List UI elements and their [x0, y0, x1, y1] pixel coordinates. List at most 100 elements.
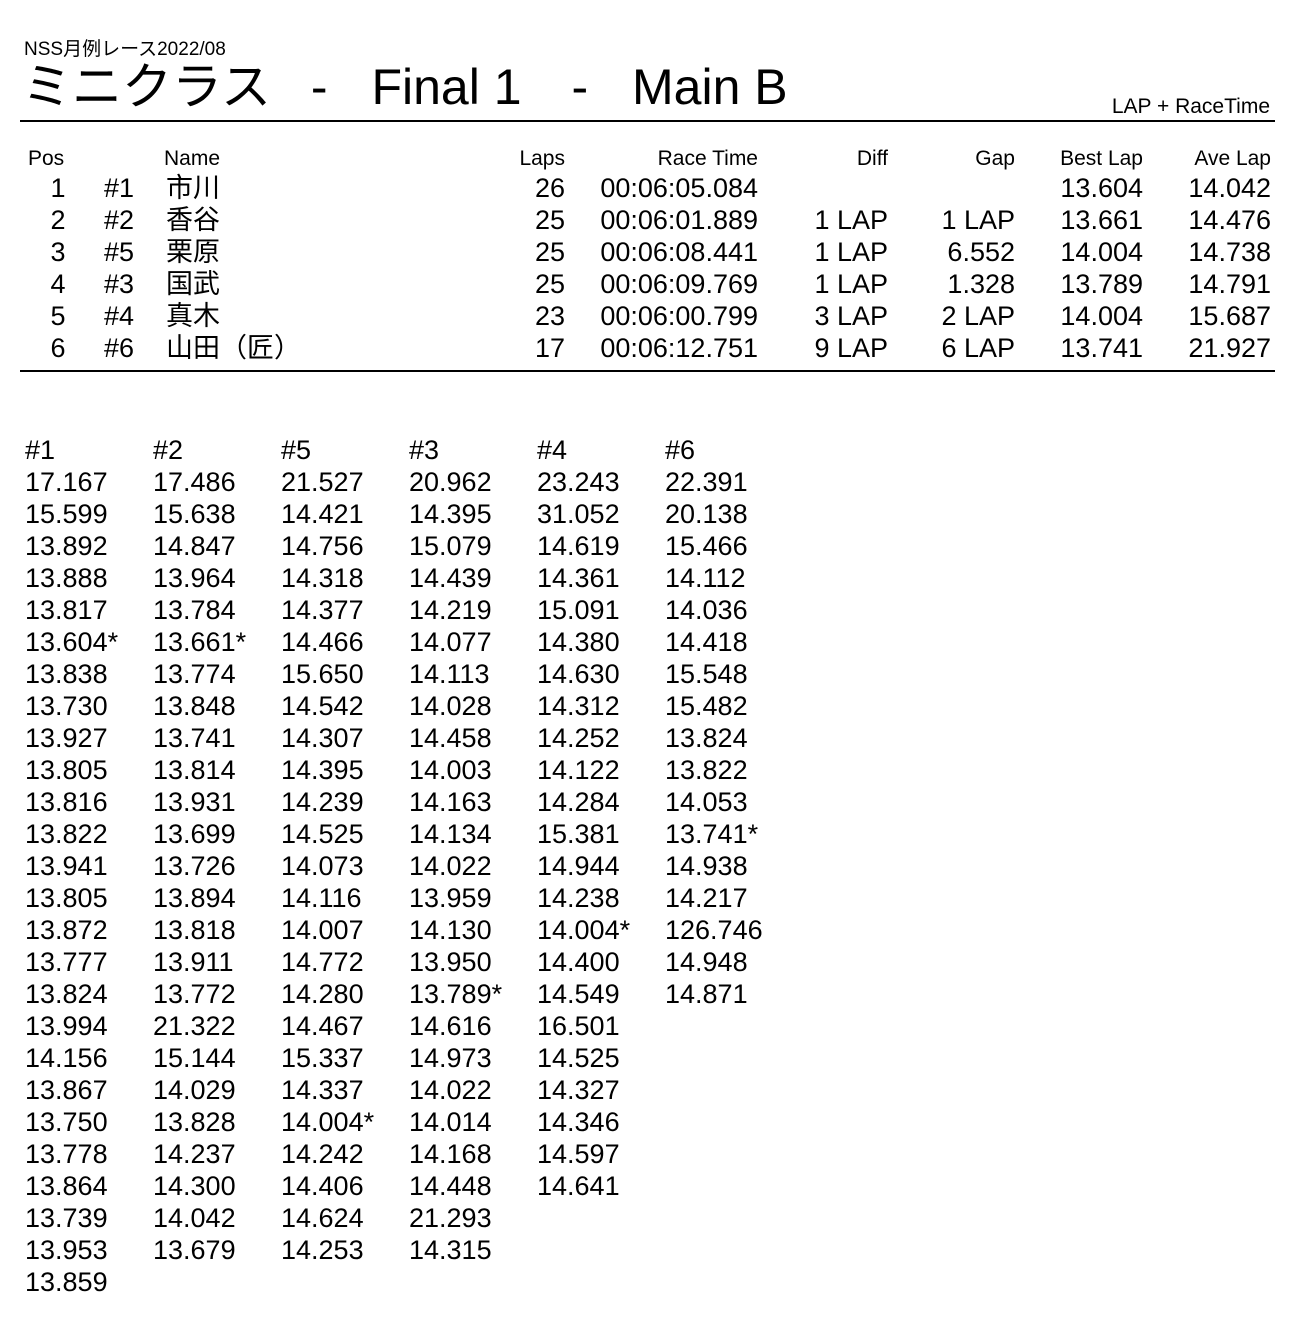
lap-time: 13.828	[153, 1107, 236, 1137]
title-final: Final 1	[371, 59, 522, 115]
lap-time: 13.964	[153, 563, 236, 593]
lap-time: 15.599	[25, 499, 108, 529]
lap-time: 14.252	[537, 723, 620, 753]
lap-column-header: #6	[665, 435, 696, 465]
lap-time: 13.805	[25, 755, 108, 785]
lap-time: 14.077	[409, 627, 492, 657]
result-laps: 25	[534, 269, 565, 299]
header-race-time: Race Time	[657, 147, 758, 170]
lap-time: 14.395	[281, 755, 364, 785]
lap-time: 14.395	[409, 499, 492, 529]
lap-time: 15.381	[537, 819, 620, 849]
title-separator: -	[571, 59, 589, 115]
result-diff: 1 LAP	[814, 269, 888, 299]
lap-time: 31.052	[537, 499, 620, 529]
lap-time: 20.962	[409, 467, 492, 497]
result-gap: 2 LAP	[941, 301, 1015, 331]
lap-time: 13.699	[153, 819, 236, 849]
lap-time: 14.467	[281, 1011, 364, 1041]
lap-time: 13.741*	[665, 819, 759, 849]
header-laps: Laps	[519, 147, 565, 170]
lap-time: 14.253	[281, 1235, 364, 1265]
result-best-lap: 13.789	[1060, 269, 1143, 299]
lap-time: 14.871	[665, 979, 748, 1009]
lap-time: 14.616	[409, 1011, 492, 1041]
lap-time: 14.029	[153, 1075, 236, 1105]
lap-time: 14.307	[281, 723, 364, 753]
result-ave-lap: 14.738	[1188, 237, 1271, 267]
lap-time: 14.156	[25, 1043, 108, 1073]
lap-time: 14.028	[409, 691, 492, 721]
header-ave-lap: Ave Lap	[1194, 147, 1271, 170]
lap-time: 14.217	[665, 883, 748, 913]
lap-time: 14.113	[409, 659, 490, 689]
lap-time: 13.817	[25, 595, 108, 625]
lap-time: 14.300	[153, 1171, 236, 1201]
lap-time: 13.604*	[25, 627, 119, 657]
lap-time: 13.772	[153, 979, 236, 1009]
result-diff: 1 LAP	[814, 237, 888, 267]
lap-time: 14.163	[409, 787, 492, 817]
lap-time: 20.138	[665, 499, 748, 529]
lap-time: 15.548	[665, 659, 748, 689]
lap-time: 13.679	[153, 1235, 236, 1265]
page-title: ミニクラス - Final 1 - Main B	[22, 58, 788, 116]
lap-time: 14.327	[537, 1075, 620, 1105]
lap-time: 15.091	[537, 595, 620, 625]
lap-time: 14.641	[537, 1171, 620, 1201]
lap-time: 15.144	[153, 1043, 236, 1073]
lap-time: 14.003	[409, 755, 492, 785]
lap-time: 14.007	[281, 915, 364, 945]
lap-time: 15.482	[665, 691, 748, 721]
lap-time: 13.789*	[409, 979, 503, 1009]
result-car-number: #1	[104, 173, 135, 203]
lap-time: 14.400	[537, 947, 620, 977]
lap-time: 13.822	[25, 819, 108, 849]
lap-time: 13.824	[25, 979, 108, 1009]
result-ave-lap: 14.791	[1188, 269, 1271, 299]
lap-time: 14.421	[281, 499, 364, 529]
lap-time: 14.073	[281, 851, 364, 881]
lap-time: 13.848	[153, 691, 236, 721]
lap-time: 14.448	[409, 1171, 492, 1201]
lap-time: 14.380	[537, 627, 620, 657]
lap-time: 14.525	[281, 819, 364, 849]
lap-time: 14.756	[281, 531, 364, 561]
result-race-time: 00:06:01.889	[600, 205, 758, 235]
lap-time: 13.730	[25, 691, 108, 721]
lap-time: 13.994	[25, 1011, 108, 1041]
lap-time: 14.619	[537, 531, 620, 561]
lap-time: 14.630	[537, 659, 620, 689]
lap-time: 15.466	[665, 531, 748, 561]
lap-time: 13.859	[25, 1267, 108, 1297]
lap-time: 14.377	[281, 595, 364, 625]
lap-time: 14.466	[281, 627, 364, 657]
result-laps: 23	[534, 301, 565, 331]
result-gap: 6.552	[947, 237, 1015, 267]
header-best-lap: Best Lap	[1060, 147, 1143, 170]
lap-column-header: #2	[153, 435, 184, 465]
lap-time: 14.004*	[281, 1107, 375, 1137]
result-diff: 9 LAP	[814, 333, 888, 363]
lap-time: 13.778	[25, 1139, 108, 1169]
lap-time: 14.542	[281, 691, 364, 721]
lap-time: 21.527	[281, 467, 364, 497]
lap-time: 14.036	[665, 595, 748, 625]
lap-time: 15.337	[281, 1043, 364, 1073]
result-laps: 17	[534, 333, 565, 363]
result-name: 栗原	[166, 237, 220, 267]
lap-column-header: #3	[409, 435, 440, 465]
result-ave-lap: 14.476	[1188, 205, 1271, 235]
result-gap: 6 LAP	[941, 333, 1015, 363]
lap-time: 14.116	[281, 883, 362, 913]
result-gap: 1.328	[947, 269, 1015, 299]
result-gap: 1 LAP	[941, 205, 1015, 235]
lap-time: 13.953	[25, 1235, 108, 1265]
lap-time: 14.549	[537, 979, 620, 1009]
result-laps: 25	[534, 205, 565, 235]
result-name: 国武	[166, 269, 220, 299]
lap-time: 13.931	[153, 787, 236, 817]
lap-time: 13.911	[153, 947, 234, 977]
lap-time: 13.741	[153, 723, 236, 753]
lap-time: 14.134	[409, 819, 492, 849]
